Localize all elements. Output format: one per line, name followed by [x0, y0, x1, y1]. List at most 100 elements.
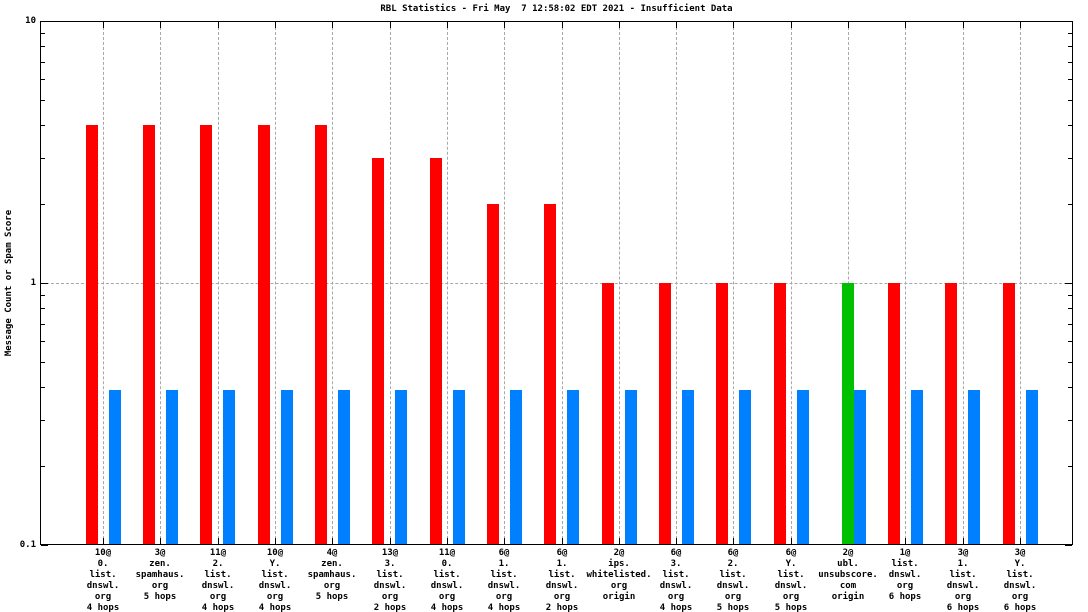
x-axis-tick: [504, 538, 505, 544]
x-axis-tick: [275, 22, 276, 28]
x-category-label-line: Y.: [1014, 559, 1026, 569]
y-axis-tick: [41, 46, 45, 47]
y-axis-tick: [41, 295, 45, 296]
x-category-label-line: 5 hops: [716, 603, 750, 612]
bar-not-spam: [1003, 283, 1015, 545]
bar-not-spam: [716, 283, 728, 545]
x-category-label-line: 6@: [727, 548, 739, 558]
x-axis-tick: [791, 538, 792, 544]
x-category-label-line: org: [438, 592, 456, 602]
y-axis-tick: [41, 420, 45, 421]
bar-score: [854, 390, 866, 545]
x-category-label-line: dnswl.: [774, 581, 808, 591]
bar-score: [797, 390, 809, 545]
x-category-label-line: 3.: [670, 559, 682, 569]
bar-spam: [842, 283, 854, 545]
y-axis-tick: [1068, 420, 1072, 421]
y-axis-tick: [1065, 283, 1072, 284]
y-axis-tick: [1068, 62, 1072, 63]
x-category-label-line: list.: [662, 570, 690, 580]
x-category-label-line: 4 hops: [201, 603, 235, 612]
x-category-label-line: zen.: [149, 559, 171, 569]
x-axis-tick: [160, 538, 161, 544]
x-category-label-line: dnswl.: [201, 581, 235, 591]
x-category-label-line: org: [151, 581, 169, 591]
x-axis-tick: [447, 538, 448, 544]
y-axis-tick: [41, 466, 45, 467]
x-category-label-line: dnswl.: [258, 581, 292, 591]
x-category-label-line: list.: [548, 570, 576, 580]
bar-not-spam: [86, 125, 98, 545]
y-axis-tick: [41, 283, 48, 284]
x-category-label-line: dnswl.: [86, 581, 120, 591]
x-category-label-line: list.: [261, 570, 289, 580]
y-axis-tick: [41, 341, 45, 342]
y-tick-label: 10: [25, 16, 36, 26]
bar-not-spam: [659, 283, 671, 545]
x-axis-tick: [447, 22, 448, 28]
x-category-label: 3@ 1. list. dnswl. org 6 hops: [947, 548, 980, 612]
x-axis-tick: [619, 22, 620, 28]
x-category-label-line: list.: [490, 570, 518, 580]
x-category-label: 2@ ips. whitelisted. org origin: [586, 548, 651, 603]
y-axis-tick: [1068, 466, 1072, 467]
bar-not-spam: [258, 125, 270, 545]
bar-score: [625, 390, 637, 545]
x-category-label-line: org: [553, 592, 571, 602]
x-category-label-line: 6@: [785, 548, 797, 558]
x-category-label-line: 2@: [842, 548, 854, 558]
x-category-label-line: Y.: [269, 559, 281, 569]
x-category-label-line: list.: [433, 570, 461, 580]
x-category-label: 2@ ubl. unsubscore. com origin: [818, 548, 878, 603]
x-category-label-line: 2.: [212, 559, 224, 569]
x-axis-tick: [619, 538, 620, 544]
y-axis-tick: [1068, 308, 1072, 309]
x-category-label: 4@ zen. spamhaus. org 5 hops: [308, 548, 357, 603]
x-category-label-line: 6 hops: [1003, 603, 1037, 612]
x-category-label-line: 1.: [957, 559, 969, 569]
x-category-label-line: org: [610, 581, 628, 591]
y-axis-tick: [1068, 341, 1072, 342]
y-axis-tick: [1068, 362, 1072, 363]
x-axis-tick: [103, 22, 104, 28]
x-category-label: 13@ 3. list. dnswl. org 2 hops: [374, 548, 407, 612]
x-category-label-line: 13@: [381, 548, 399, 558]
x-category-label-line: 11@: [209, 548, 227, 558]
x-category-label-line: 1.: [498, 559, 510, 569]
x-category-label-line: 6 hops: [888, 592, 922, 602]
bar-not-spam: [945, 283, 957, 545]
x-axis-tick: [562, 538, 563, 544]
y-axis-tick: [1068, 387, 1072, 388]
x-axis-tick: [332, 538, 333, 544]
x-gridline: [905, 22, 906, 544]
x-category-label-line: whitelisted.: [586, 570, 652, 580]
x-category-label-line: zen.: [321, 559, 343, 569]
x-category-label-line: dnswl.: [946, 581, 980, 591]
y-axis-tick: [41, 324, 45, 325]
x-axis-tick: [1020, 22, 1021, 28]
x-axis-tick: [791, 22, 792, 28]
x-category-label-line: dnswl.: [487, 581, 521, 591]
bar-not-spam: [487, 204, 499, 545]
bar-not-spam: [315, 125, 327, 545]
x-category-label: 6@ Y. list. dnswl. org 5 hops: [775, 548, 808, 612]
bar-score: [223, 390, 235, 545]
x-category-label-line: list.: [719, 570, 747, 580]
y-axis-tick: [41, 308, 45, 309]
chart-title: RBL Statistics - Fri May 7 12:58:02 EDT …: [380, 4, 733, 14]
bar-score: [166, 390, 178, 545]
y-axis-tick: [41, 387, 45, 388]
y-axis-tick: [41, 79, 45, 80]
x-category-label-line: list.: [949, 570, 977, 580]
x-gridline: [733, 22, 734, 544]
y-axis-tick: [41, 158, 45, 159]
x-gridline: [103, 22, 104, 544]
x-category-label: 6@ 2. list. dnswl. org 5 hops: [717, 548, 750, 612]
x-category-label: 6@ 1. list. dnswl. org 4 hops: [488, 548, 521, 612]
bar-score: [1026, 390, 1038, 545]
x-category-label-line: 2@: [613, 548, 625, 558]
bar-score: [281, 390, 293, 545]
x-category-label-line: org: [1011, 592, 1029, 602]
x-category-label-line: org: [667, 592, 685, 602]
